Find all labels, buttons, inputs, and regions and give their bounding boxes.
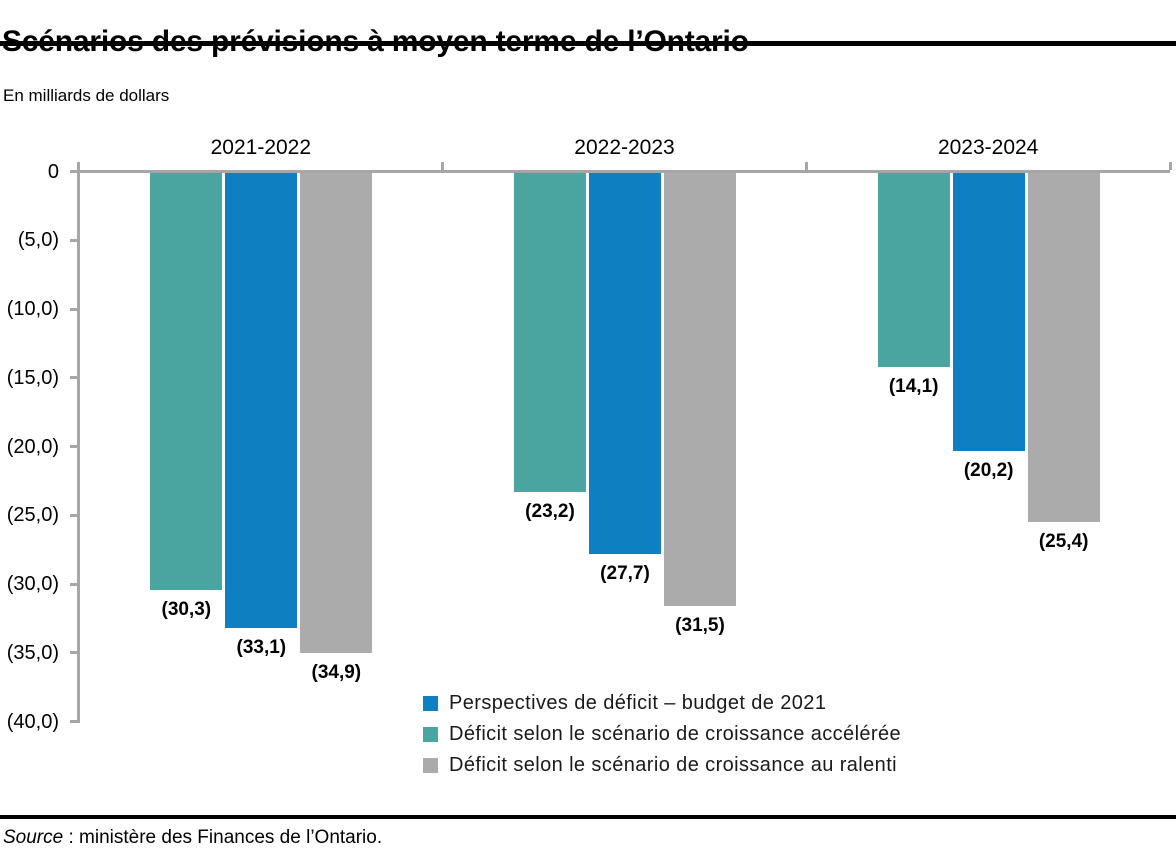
- bar-label-ralenti-2023-2024: (25,4): [1038, 531, 1089, 553]
- category-label: 2023-2024: [937, 136, 1039, 159]
- legend: Perspectives de déficit – budget de 2021…: [423, 692, 983, 785]
- category-separator-tick: [441, 162, 445, 170]
- source-rule: [0, 815, 1176, 819]
- y-axis-tick-label: (25,0): [6, 504, 59, 527]
- legend-swatch-acceleree: [423, 726, 438, 742]
- legend-label: Déficit selon le scénario de croissance …: [449, 722, 902, 745]
- y-axis-tick: [70, 582, 79, 586]
- y-axis-tick-label: (40,0): [6, 710, 59, 733]
- bar-label-acceleree-2021-2022: (30,3): [161, 598, 212, 620]
- title-rule: [0, 41, 1176, 46]
- legend-swatch-budget: [423, 695, 438, 711]
- source-line: Source : ministère des Finances de l’Ont…: [3, 826, 382, 850]
- source-text: : ministère des Finances de l’Ontario.: [63, 827, 383, 848]
- y-axis-tick-label: (10,0): [6, 298, 59, 320]
- bar-acceleree-2022-2023: [514, 173, 586, 492]
- bar-budget-2021-2022: [225, 173, 298, 629]
- legend-item-budget: Perspectives de déficit – budget de 2021: [423, 692, 983, 714]
- y-axis-tick: [70, 513, 79, 517]
- bar-acceleree-2023-2024: [877, 173, 950, 367]
- bar-label-acceleree-2023-2024: (14,1): [888, 375, 939, 397]
- bar-label-ralenti-2022-2023: (31,5): [675, 615, 725, 637]
- legend-label: Perspectives de déficit – budget de 2021: [449, 691, 827, 714]
- y-axis-tick: [70, 720, 79, 723]
- bar-label-budget-2022-2023: (27,7): [600, 562, 650, 584]
- chart-subtitle: En milliards de dollars: [3, 86, 170, 105]
- y-axis-tick: [70, 307, 79, 311]
- bar-acceleree-2021-2022: [150, 173, 223, 590]
- legend-label: Déficit selon le scénario de croissance …: [449, 753, 897, 776]
- bar-ralenti-2022-2023: [664, 173, 736, 607]
- y-axis-tick-label: (30,0): [6, 573, 59, 595]
- bar-ralenti-2021-2022: [300, 173, 373, 653]
- bar-label-ralenti-2021-2022: (34,9): [311, 661, 362, 683]
- y-axis-tick-label: (20,0): [6, 435, 59, 458]
- y-axis-tick-label: (15,0): [6, 366, 59, 389]
- legend-swatch-ralenti: [423, 757, 438, 773]
- bar-budget-2022-2023: [589, 173, 661, 554]
- category-separator-tick: [1168, 162, 1172, 170]
- bar-label-acceleree-2022-2023: (23,2): [525, 501, 575, 522]
- category-label: 2022-2023: [574, 136, 675, 159]
- bar-label-budget-2021-2022: (33,1): [236, 637, 287, 659]
- y-axis-tick: [70, 651, 79, 655]
- y-axis-tick: [70, 445, 79, 448]
- category-separator-tick: [804, 162, 808, 170]
- legend-item-acceleree: Déficit selon le scénario de croissance …: [423, 723, 983, 745]
- y-axis-line: [77, 162, 80, 723]
- y-axis-tick-label: (5,0): [17, 229, 59, 252]
- legend-item-ralenti: Déficit selon le scénario de croissance …: [423, 754, 983, 776]
- y-axis-tick: [70, 170, 79, 173]
- y-axis-tick-label: 0: [47, 160, 59, 183]
- y-axis-tick: [70, 376, 79, 380]
- bar-label-budget-2023-2024: (20,2): [963, 459, 1014, 481]
- x-axis-line: [79, 170, 1170, 173]
- bar-ralenti-2023-2024: [1027, 173, 1100, 523]
- bar-budget-2023-2024: [952, 173, 1025, 451]
- category-label: 2021-2022: [210, 136, 312, 159]
- y-axis-tick-label: (35,0): [6, 641, 59, 664]
- source-label: Source: [3, 827, 64, 848]
- y-axis-tick: [70, 238, 79, 242]
